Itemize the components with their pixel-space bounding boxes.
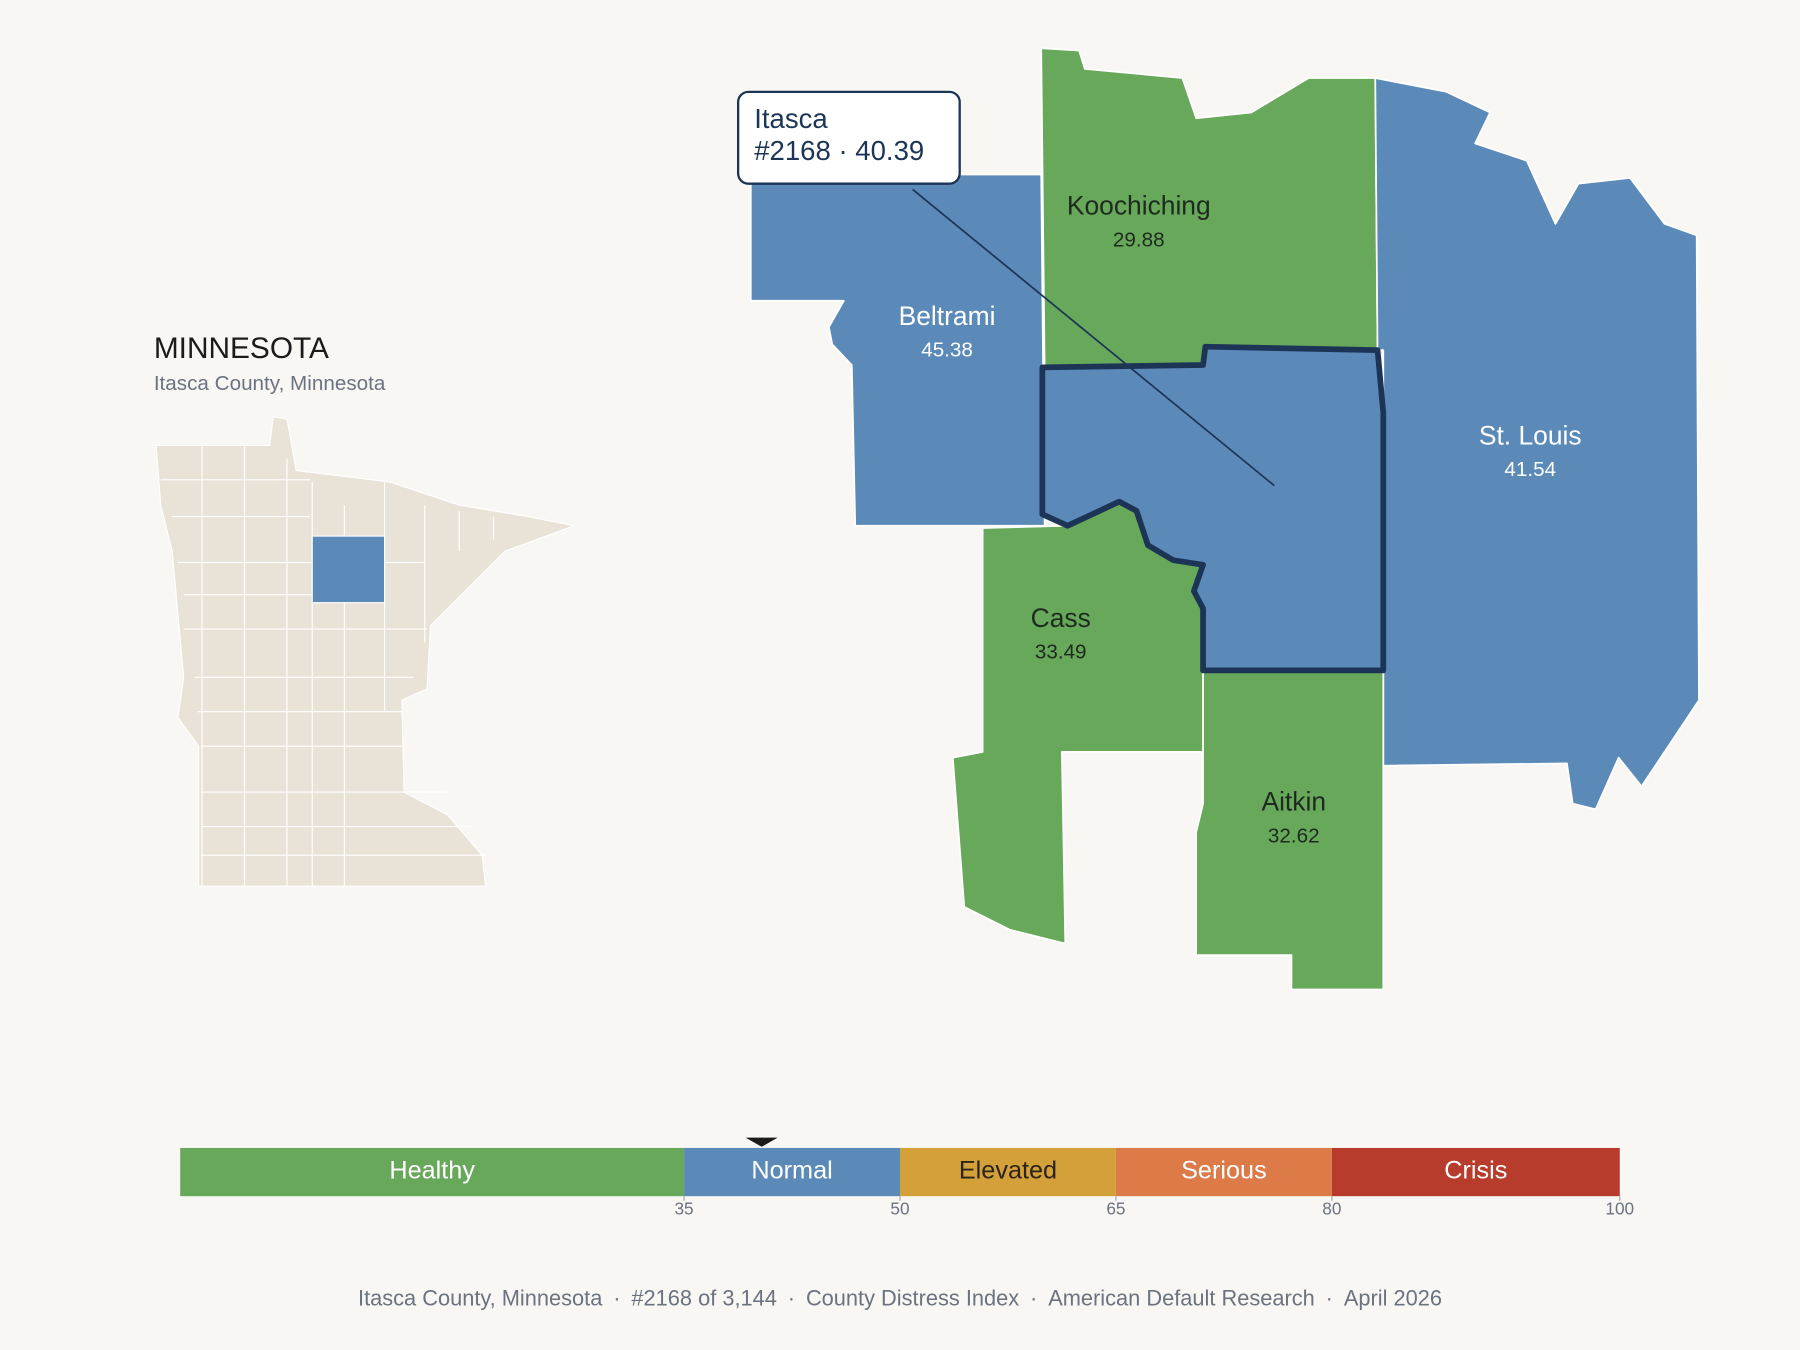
county-value: 29.88 <box>1113 229 1165 252</box>
legend-tick-label: 100 <box>1605 1198 1634 1218</box>
legend-band-label: Crisis <box>1444 1157 1507 1185</box>
county-value: 32.62 <box>1268 824 1320 847</box>
county <box>1374 77 1700 811</box>
footer-item: Itasca County, Minnesota <box>358 1285 603 1310</box>
footer-separator: · <box>777 1285 806 1310</box>
inset-focus-county <box>311 535 386 604</box>
state-title: MINNESOTA <box>154 332 329 365</box>
callout-box <box>736 90 961 185</box>
state-inset <box>155 416 577 887</box>
callout-title: Itasca <box>754 103 828 134</box>
footer-separator: · <box>1019 1285 1048 1310</box>
footer-item: American Default Research <box>1048 1285 1315 1310</box>
state-subtitle: Itasca County, Minnesota <box>154 372 386 395</box>
legend-band-label: Serious <box>1181 1157 1267 1185</box>
legend-band-label: Elevated <box>959 1157 1057 1185</box>
county-name: Aitkin <box>1261 787 1326 817</box>
county-name: Koochiching <box>1067 191 1211 221</box>
county <box>1195 669 1385 991</box>
county-name: St. Louis <box>1479 420 1582 450</box>
county <box>1039 343 1387 674</box>
legend-marker <box>745 1137 778 1147</box>
legend-band <box>900 1147 1116 1197</box>
county-value: 45.38 <box>921 339 973 362</box>
legend-band-label: Normal <box>751 1157 832 1185</box>
footer: Itasca County, Minnesota · #2168 of 3,14… <box>358 1285 1442 1310</box>
legend-band-label: Healthy <box>389 1157 475 1185</box>
footer-item: April 2026 <box>1344 1285 1442 1310</box>
footer-separator: · <box>1315 1285 1344 1310</box>
callout-leader <box>912 188 1275 487</box>
footer-item: #2168 of 3,144 <box>631 1285 776 1310</box>
county-value: 33.49 <box>1035 641 1087 664</box>
callout-detail: #2168 · 40.39 <box>754 135 924 166</box>
legend-band <box>180 1147 685 1197</box>
footer-item: County Distress Index <box>806 1285 1019 1310</box>
county-layer: Koochiching 29.88 Beltrami 45.38 St. Louis 41… <box>749 47 1700 991</box>
state-outline <box>155 416 577 887</box>
county <box>749 173 1046 527</box>
legend-tick-label: 80 <box>1322 1198 1341 1218</box>
legend: Healthy Normal Elevated Serious Crisis 35 50 65… <box>180 1137 1634 1218</box>
legend-band <box>684 1147 900 1197</box>
county-value: 41.54 <box>1504 458 1556 481</box>
callout: Itasca #2168 · 40.39 <box>736 90 1275 487</box>
legend-band <box>1115 1147 1332 1197</box>
county-name: Cass <box>1031 603 1091 633</box>
legend-band <box>1331 1147 1620 1197</box>
footer-separator: · <box>602 1285 631 1310</box>
legend-tick-label: 35 <box>674 1198 693 1218</box>
legend-tick-label: 65 <box>1106 1198 1125 1218</box>
county-name: Beltrami <box>899 301 996 331</box>
legend-tick-label: 50 <box>890 1198 909 1218</box>
